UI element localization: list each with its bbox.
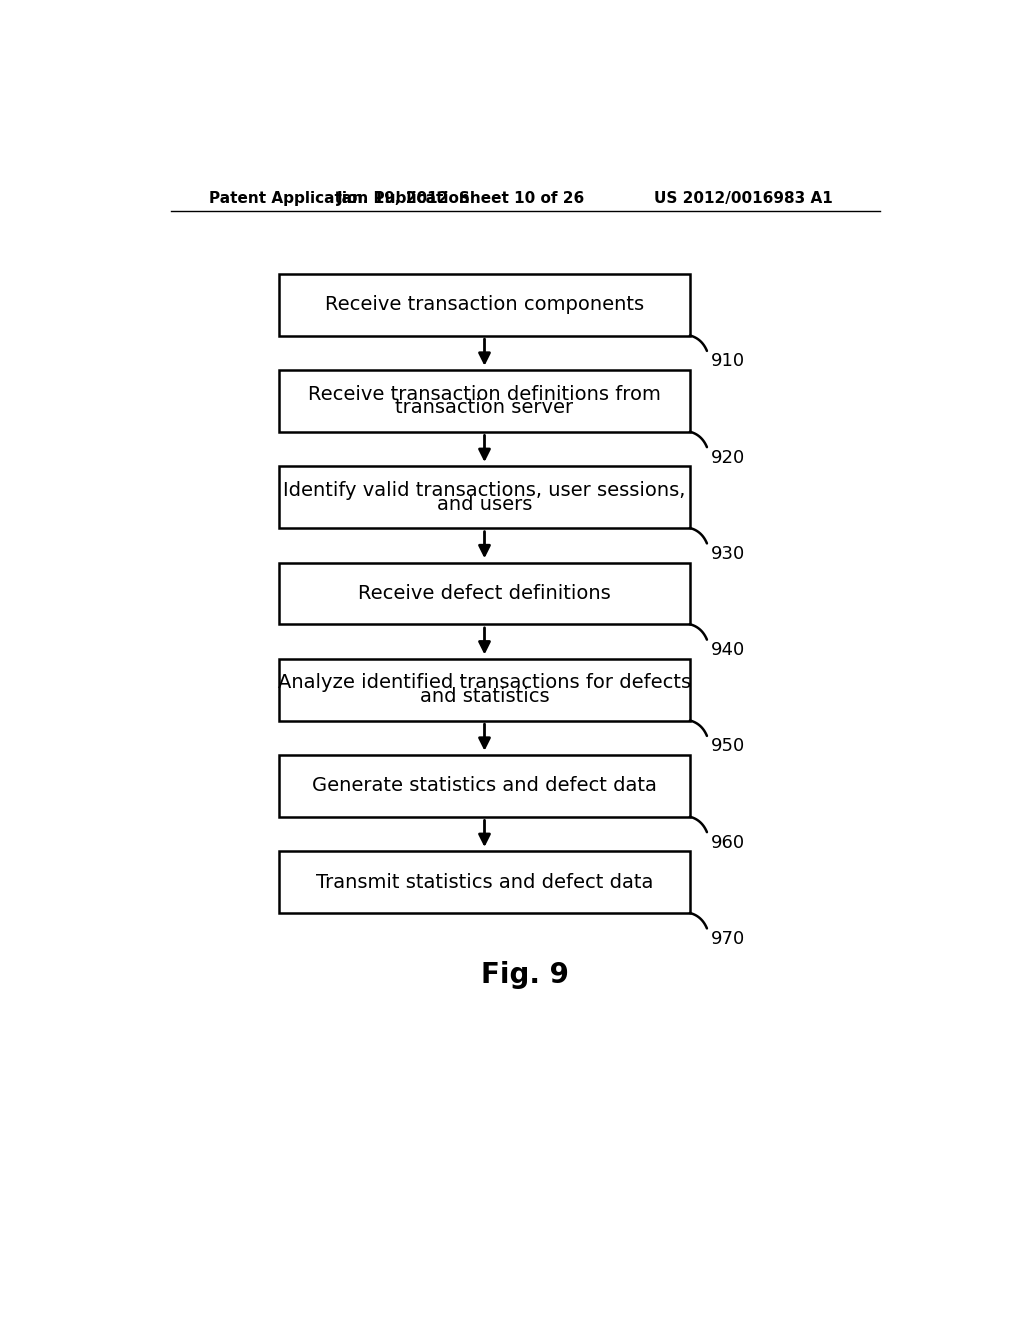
Text: and statistics: and statistics	[420, 688, 549, 706]
Text: 950: 950	[711, 738, 745, 755]
Bar	[280, 659, 690, 721]
Bar	[280, 755, 690, 817]
Text: 960: 960	[711, 834, 744, 851]
Text: 910: 910	[711, 352, 744, 371]
Bar	[280, 562, 690, 624]
Text: US 2012/0016983 A1: US 2012/0016983 A1	[654, 191, 834, 206]
Bar	[280, 851, 690, 913]
Text: transaction server: transaction server	[395, 399, 573, 417]
Bar	[280, 275, 690, 335]
Text: and users: and users	[437, 495, 532, 513]
Text: 930: 930	[711, 545, 745, 562]
Text: Receive defect definitions: Receive defect definitions	[358, 583, 611, 603]
Text: 920: 920	[711, 449, 745, 467]
Bar	[280, 370, 690, 432]
Text: Receive transaction definitions from: Receive transaction definitions from	[308, 384, 660, 404]
Text: Transmit statistics and defect data: Transmit statistics and defect data	[315, 873, 653, 892]
Text: Receive transaction components: Receive transaction components	[325, 296, 644, 314]
Text: Analyze identified transactions for defects: Analyze identified transactions for defe…	[278, 673, 691, 692]
Bar	[280, 466, 690, 528]
Text: Fig. 9: Fig. 9	[481, 961, 568, 989]
Text: Patent Application Publication: Patent Application Publication	[209, 191, 470, 206]
Text: Jan. 19, 2012  Sheet 10 of 26: Jan. 19, 2012 Sheet 10 of 26	[337, 191, 586, 206]
Text: Generate statistics and defect data: Generate statistics and defect data	[312, 776, 657, 796]
Text: Identify valid transactions, user sessions,: Identify valid transactions, user sessio…	[284, 480, 686, 500]
Text: 940: 940	[711, 642, 745, 659]
Text: 970: 970	[711, 929, 745, 948]
